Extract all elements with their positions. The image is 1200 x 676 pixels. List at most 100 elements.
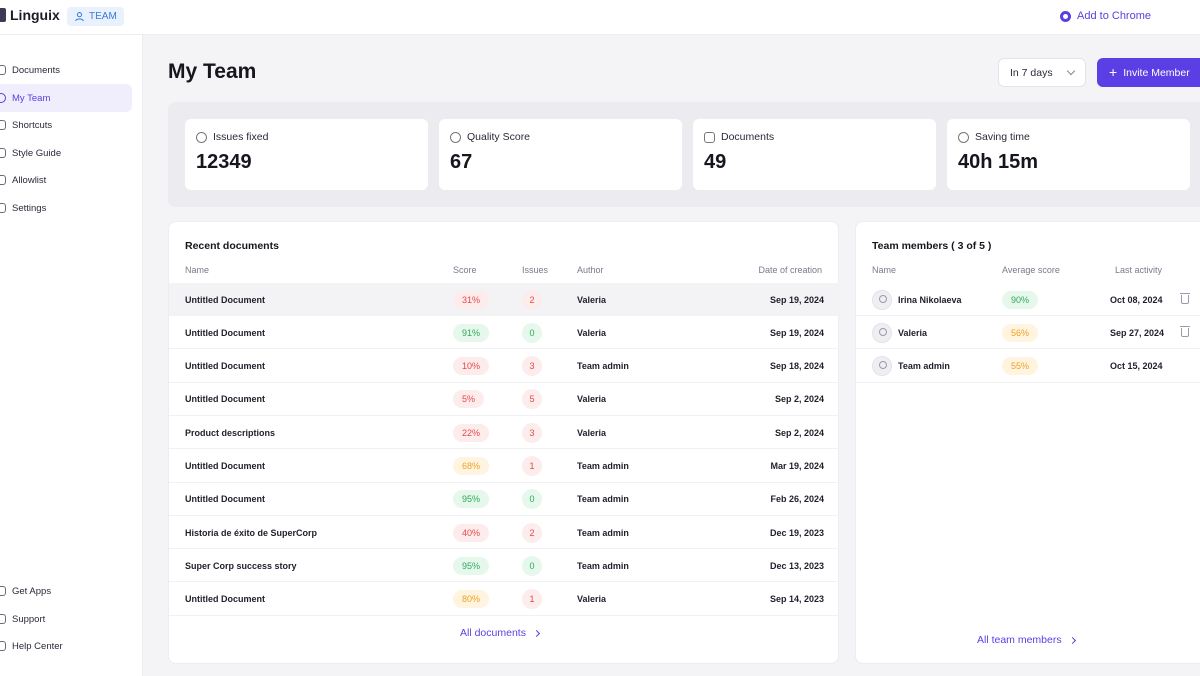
issues-count: 3 bbox=[522, 422, 542, 443]
column-header-last-activity: Last activity bbox=[1115, 265, 1163, 275]
document-name: Super Corp success story bbox=[185, 560, 297, 571]
table-row[interactable]: Untitled Document 80% 1 Valeria Sep 14, 2023 bbox=[169, 583, 840, 616]
style-guide-icon bbox=[0, 148, 6, 158]
stat-value: 12349 bbox=[196, 151, 252, 173]
last-activity: Oct 15, 2024 bbox=[1110, 361, 1163, 372]
creation-date: Dec 19, 2023 bbox=[769, 527, 824, 538]
creation-date: Sep 2, 2024 bbox=[774, 427, 824, 438]
issues-count: 5 bbox=[522, 389, 542, 410]
invite-member-button[interactable]: + Invite Member bbox=[1097, 58, 1200, 87]
recent-documents-title: Recent documents bbox=[185, 240, 279, 252]
stat-label: Issues fixed bbox=[213, 131, 269, 143]
member-name: Team admin bbox=[898, 361, 950, 372]
author-name: Valeria bbox=[577, 594, 607, 605]
sidebar-item-my-team[interactable]: My Team bbox=[0, 84, 132, 112]
document-name: Untitled Document bbox=[185, 327, 265, 338]
sidebar-item-style-guide[interactable]: Style Guide bbox=[0, 139, 132, 167]
allowlist-icon bbox=[0, 175, 6, 185]
member-name: Irina Nikolaeva bbox=[898, 294, 962, 305]
member-name: Valeria bbox=[898, 327, 928, 338]
invite-member-label: Invite Member bbox=[1123, 66, 1190, 79]
sidebar-item-help-center[interactable]: Help Center bbox=[0, 632, 132, 660]
sidebar-item-label: Support bbox=[12, 613, 46, 625]
issues-count: 1 bbox=[522, 456, 542, 476]
author-name: Valeria bbox=[577, 427, 607, 438]
trash-icon[interactable] bbox=[1180, 293, 1190, 304]
column-header-average-score: Average score bbox=[1002, 265, 1060, 275]
author-name: Team admin bbox=[577, 361, 629, 372]
all-team-members-link[interactable]: All team members bbox=[977, 634, 1076, 646]
document-name: Untitled Document bbox=[185, 594, 265, 605]
score-pill: 95% bbox=[453, 556, 490, 575]
add-to-chrome-link[interactable]: Add to Chrome bbox=[1060, 10, 1151, 22]
creation-date: Mar 19, 2024 bbox=[770, 461, 824, 471]
stat-card-documents: Documents 49 bbox=[693, 119, 936, 190]
table-row[interactable]: Untitled Document 31% 2 Valeria Sep 19, 2024 bbox=[169, 283, 840, 316]
team-members-title: Team members ( 3 of 5 ) bbox=[872, 240, 992, 252]
table-row[interactable]: Historia de éxito de SuperCorp 40% 2 Team a… bbox=[169, 516, 840, 550]
author-name: Team admin bbox=[577, 527, 629, 538]
score-pill: 31% bbox=[453, 290, 490, 309]
list-item[interactable]: Team admin 55% Oct 15, 2024 bbox=[856, 350, 1200, 383]
team-members-panel: Team members ( 3 of 5 ) Name Average sco… bbox=[855, 221, 1200, 664]
creation-date: Sep 2, 2024 bbox=[774, 394, 824, 405]
table-row[interactable]: Product descriptions 22% 3 Valeria Sep 2, 20… bbox=[169, 416, 840, 450]
author-name: Valeria bbox=[577, 327, 607, 338]
all-documents-link[interactable]: All documents bbox=[460, 627, 540, 639]
author-name: Team admin bbox=[577, 494, 629, 505]
sidebar-item-label: Get Apps bbox=[12, 585, 52, 597]
stat-value: 40h 15m bbox=[958, 151, 1039, 173]
recent-documents-panel: Recent documents Name Score Issues Autho… bbox=[168, 221, 840, 664]
sidebar-item-allowlist[interactable]: Allowlist bbox=[0, 166, 132, 194]
stat-card-issues-fixed: Issues fixed 12349 bbox=[185, 119, 428, 190]
stat-card-quality-score: Quality Score 67 bbox=[439, 119, 682, 190]
creation-date: Feb 26, 2024 bbox=[770, 494, 824, 505]
logo[interactable]: Linguix bbox=[0, 7, 60, 23]
plus-icon: + bbox=[1109, 63, 1118, 80]
list-item[interactable]: Irina Nikolaeva 90% Oct 08, 2024 bbox=[856, 283, 1200, 316]
document-name: Untitled Document bbox=[185, 461, 265, 471]
trash-icon[interactable] bbox=[1180, 326, 1190, 338]
sidebar-item-documents[interactable]: Documents bbox=[0, 56, 132, 84]
table-row[interactable]: Untitled Document 95% 0 Team admin Feb 26, 2… bbox=[169, 483, 840, 516]
column-header-author: Author bbox=[577, 265, 604, 275]
sidebar-item-support[interactable]: Support bbox=[0, 605, 132, 633]
column-header-date: Date of creation bbox=[758, 265, 822, 275]
issues-count: 0 bbox=[522, 555, 542, 576]
sidebar-item-label: Shortcuts bbox=[12, 119, 53, 131]
table-row[interactable]: Untitled Document 68% 1 Team admin Mar 19, 2… bbox=[169, 450, 840, 483]
period-select[interactable]: In 7 days bbox=[998, 58, 1086, 87]
creation-date: Sep 19, 2024 bbox=[769, 294, 824, 305]
creation-date: Sep 18, 2024 bbox=[769, 361, 824, 372]
stat-value: 49 bbox=[704, 151, 727, 173]
table-row[interactable]: Untitled Document 10% 3 Team admin Sep 18, 2… bbox=[169, 350, 840, 383]
table-row[interactable]: Untitled Document 5% 5 Valeria Sep 2, 2024 bbox=[169, 383, 840, 416]
avatar bbox=[872, 356, 892, 377]
table-row[interactable]: Super Corp success story 95% 0 Team admin De… bbox=[169, 549, 840, 583]
avatar bbox=[872, 289, 892, 310]
list-item[interactable]: Valeria 56% Sep 27, 2024 bbox=[856, 316, 1200, 350]
sidebar-item-label: Documents bbox=[12, 64, 61, 76]
issues-count: 1 bbox=[522, 589, 542, 610]
sidebar-item-get-apps[interactable]: Get Apps bbox=[0, 577, 132, 605]
document-icon bbox=[704, 131, 715, 143]
sidebar-item-label: Allowlist bbox=[12, 174, 47, 186]
stat-label: Saving time bbox=[975, 131, 1030, 143]
period-select-value: In 7 days bbox=[1010, 66, 1053, 79]
author-name: Valeria bbox=[577, 394, 607, 405]
logo-text: Linguix bbox=[10, 7, 60, 23]
sidebar-item-shortcuts[interactable]: Shortcuts bbox=[0, 111, 132, 139]
table-row[interactable]: Untitled Document 91% 0 Valeria Sep 19, 2024 bbox=[169, 316, 840, 350]
pie-icon bbox=[450, 131, 461, 143]
column-header-issues: Issues bbox=[522, 265, 549, 275]
column-header-score: Score bbox=[453, 265, 477, 275]
average-score-pill: 90% bbox=[1002, 290, 1039, 309]
document-name: Product descriptions bbox=[185, 427, 276, 438]
document-name: Historia de éxito de SuperCorp bbox=[185, 527, 318, 538]
score-pill: 95% bbox=[453, 490, 490, 509]
sidebar-item-settings[interactable]: Settings bbox=[0, 194, 132, 222]
team-badge: TEAM bbox=[67, 7, 124, 26]
score-pill: 91% bbox=[453, 323, 490, 342]
document-name: Untitled Document bbox=[185, 361, 265, 372]
add-to-chrome-label: Add to Chrome bbox=[1077, 10, 1151, 22]
